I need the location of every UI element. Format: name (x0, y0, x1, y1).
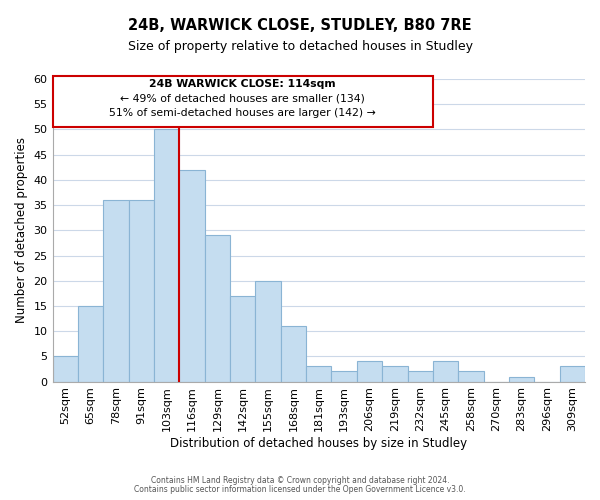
Text: 51% of semi-detached houses are larger (142) →: 51% of semi-detached houses are larger (… (109, 108, 376, 118)
Text: Contains public sector information licensed under the Open Government Licence v3: Contains public sector information licen… (134, 485, 466, 494)
Bar (78, 306, 103, 382)
Bar (103, 200, 128, 382)
Text: Size of property relative to detached houses in Studley: Size of property relative to detached ho… (128, 40, 473, 53)
Bar (458, 372, 484, 382)
Bar (154, 130, 179, 382)
Y-axis label: Number of detached properties: Number of detached properties (15, 138, 28, 324)
X-axis label: Distribution of detached houses by size in Studley: Distribution of detached houses by size … (170, 437, 467, 450)
Bar (256, 280, 281, 382)
Text: 24B, WARWICK CLOSE, STUDLEY, B80 7RE: 24B, WARWICK CLOSE, STUDLEY, B80 7RE (128, 18, 472, 32)
Text: Contains HM Land Registry data © Crown copyright and database right 2024.: Contains HM Land Registry data © Crown c… (151, 476, 449, 485)
Bar (205, 236, 230, 382)
Bar (179, 170, 205, 382)
Bar (433, 362, 458, 382)
Bar (53, 356, 78, 382)
Bar (230, 296, 256, 382)
Bar (128, 200, 154, 382)
Bar (357, 362, 382, 382)
Bar (331, 372, 357, 382)
Bar (560, 366, 585, 382)
Bar (281, 326, 306, 382)
Bar (509, 376, 534, 382)
Text: 24B WARWICK CLOSE: 114sqm: 24B WARWICK CLOSE: 114sqm (149, 78, 336, 88)
Bar (382, 366, 407, 382)
Bar (407, 372, 433, 382)
Text: ← 49% of detached houses are smaller (134): ← 49% of detached houses are smaller (13… (120, 93, 365, 103)
Bar (306, 366, 331, 382)
